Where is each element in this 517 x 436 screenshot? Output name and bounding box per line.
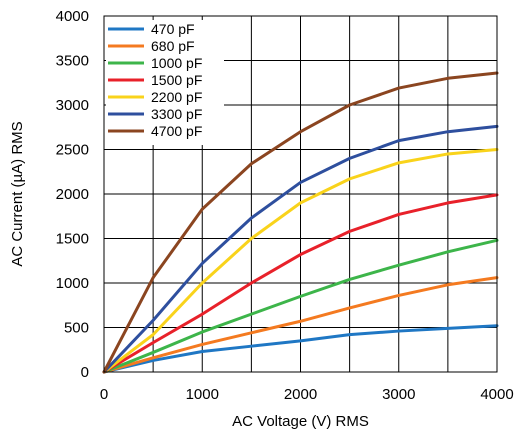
series-lines (102, 71, 499, 374)
legend-label: 3300 pF (151, 106, 202, 122)
y-tick-label: 2500 (56, 142, 89, 159)
y-axis-ticks: 0 500 1000 1500 2000 2500 3000 3500 4000 (56, 8, 89, 381)
x-tick-label: 3000 (382, 386, 415, 403)
series-line-1500-pf (102, 193, 499, 374)
series-line-3300-pf (102, 124, 499, 374)
legend-label: 1500 pF (151, 72, 202, 88)
y-axis-title: AC Current (µA) RMS (9, 121, 26, 266)
y-tick-label: 0 (81, 364, 89, 381)
legend-label: 2200 pF (151, 89, 202, 105)
legend-label: 470 pF (151, 21, 195, 37)
y-tick-label: 2000 (56, 186, 89, 203)
grid (104, 16, 497, 372)
legend-label: 680 pF (151, 38, 195, 54)
y-tick-label: 1500 (56, 231, 89, 248)
x-tick-label: 4000 (480, 386, 513, 403)
x-tick-label: 1000 (186, 386, 219, 403)
series-line-2200-pf (102, 148, 499, 374)
y-tick-label: 500 (64, 320, 89, 337)
x-axis-ticks: 0 1000 2000 3000 4000 (100, 386, 514, 403)
series-line-4700-pf (102, 71, 499, 374)
y-tick-label: 3500 (56, 53, 89, 70)
legend-label: 1000 pF (151, 55, 202, 71)
series-line-680-pf (102, 276, 499, 374)
legend-label: 4700 pF (151, 123, 202, 139)
series-line-1000-pf (102, 238, 499, 374)
legend-box (106, 20, 224, 145)
x-axis-title: AC Voltage (V) RMS (232, 413, 369, 430)
series-line-470-pf (102, 324, 499, 374)
x-tick-label: 2000 (284, 386, 317, 403)
x-tick-label: 0 (100, 386, 108, 403)
y-tick-label: 1000 (56, 275, 89, 292)
plot-frame (103, 15, 498, 373)
y-tick-label: 4000 (56, 8, 89, 25)
y-tick-label: 3000 (56, 97, 89, 114)
